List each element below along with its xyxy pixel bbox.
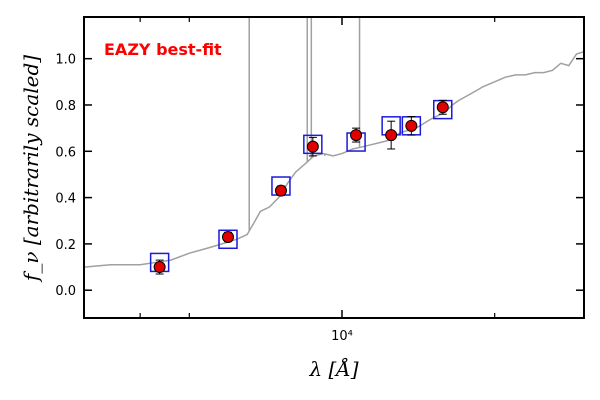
x-axis-label: λ [Å]: [308, 356, 358, 381]
observed-point: [221, 230, 234, 243]
observed-point: [385, 129, 398, 142]
x-tick-label: 10⁴: [331, 329, 353, 344]
observed-point: [405, 119, 418, 132]
plot-frame: [83, 16, 585, 319]
observed-point: [274, 184, 287, 197]
observed-layer: [153, 99, 449, 275]
y-tick-label: 0.8: [55, 99, 76, 114]
observed-point: [436, 101, 449, 114]
model-point: [218, 229, 238, 250]
annotation-label: EAZY best-fit: [104, 40, 222, 59]
y-tick-label: 0.4: [55, 192, 76, 207]
observed-point: [153, 261, 166, 274]
y-tick-label: 0.6: [55, 145, 76, 160]
sed-curve: [83, 50, 585, 268]
y-tick-label: 0.0: [55, 284, 76, 299]
axes-layer: 0.0 0.2 0.4 0.6 0.8 1.0 10⁴: [55, 16, 585, 344]
y-tick-label: 1.0: [55, 53, 76, 68]
observed-point: [350, 129, 363, 142]
y-tick-label: 0.2: [55, 238, 76, 253]
y-axis-label: f_ν [arbitrarily scaled]: [19, 55, 43, 283]
observed-point: [306, 140, 319, 153]
